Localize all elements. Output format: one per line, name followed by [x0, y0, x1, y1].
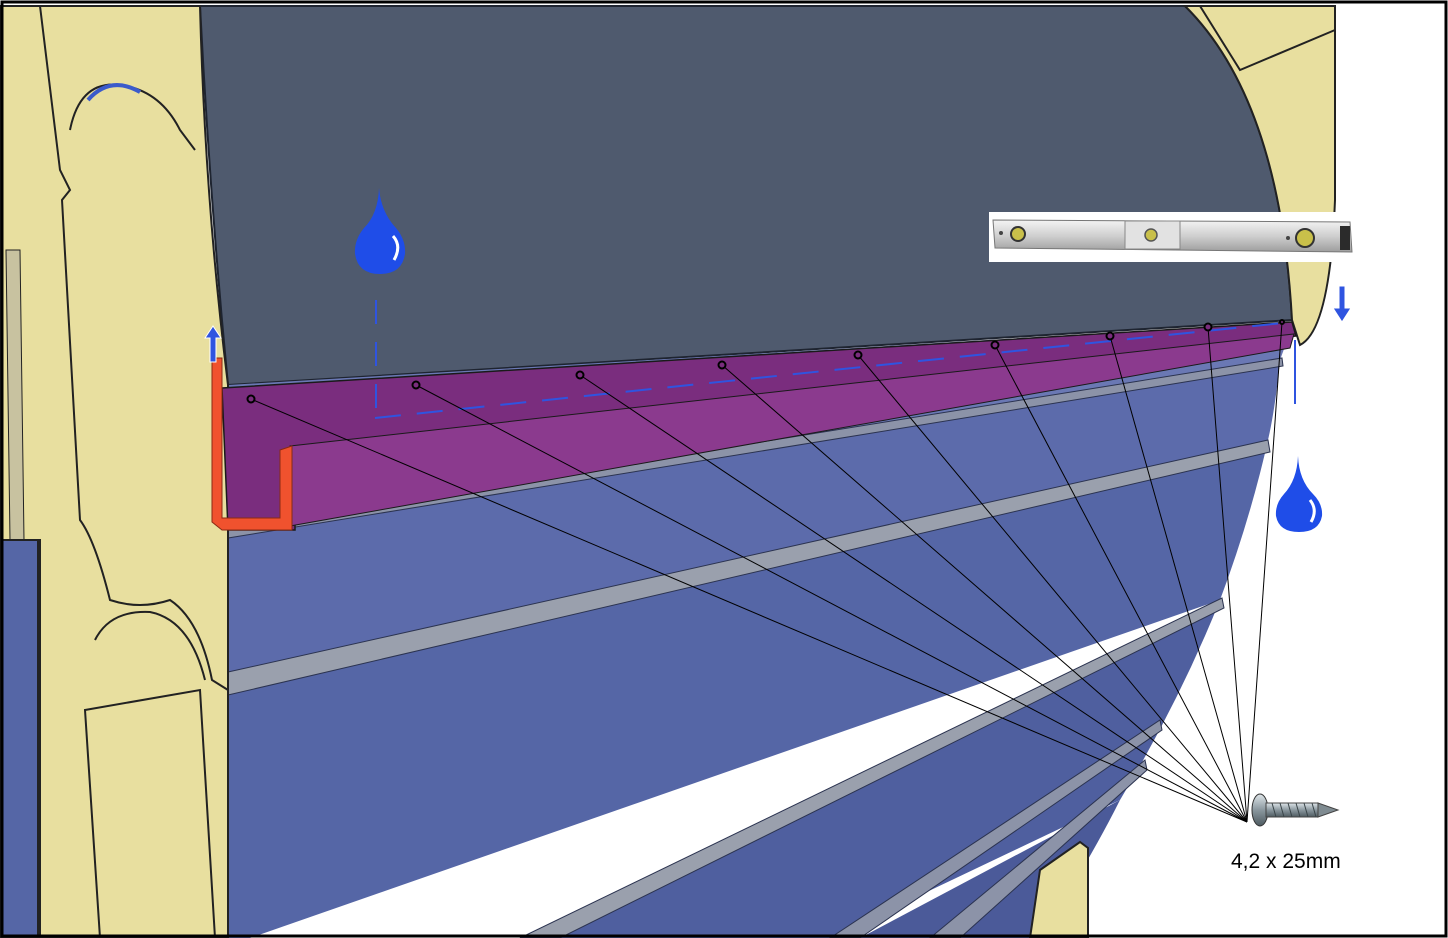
screw-hole — [411, 380, 421, 390]
screw-callout-line — [1246, 321, 1283, 823]
water-drop-icon — [1275, 456, 1323, 532]
screw-hole — [1279, 319, 1285, 325]
bottom-post — [1028, 840, 1089, 938]
spirit-level-icon — [989, 212, 1357, 262]
screw-callout-line — [250, 398, 1248, 823]
slat-edge-3 — [519, 597, 1225, 938]
screw-callout-line — [1109, 335, 1248, 823]
arrow-down-icon — [1332, 285, 1352, 323]
slat-panel-3 — [228, 440, 1268, 938]
right-frame-inner — [1199, 5, 1336, 72]
slat-edge-4 — [829, 719, 1163, 938]
left-frame-blue-edge — [0, 539, 39, 938]
left-frame-arch-blue — [86, 83, 141, 102]
arrow-up-icon — [204, 325, 222, 363]
screw-callout-line — [415, 384, 1248, 823]
screw-size-label: 4,2 x 25mm — [1231, 850, 1341, 873]
screw-hole — [1203, 322, 1213, 332]
screw-hole — [717, 360, 727, 370]
gutter-end-cap — [211, 357, 293, 531]
screw-callout-line — [721, 364, 1248, 823]
left-frame-lower-arch — [94, 610, 206, 681]
screw-hole — [853, 350, 863, 360]
screw-callout-line — [994, 344, 1248, 823]
screw-hole — [575, 370, 585, 380]
left-frame-inner-post — [83, 688, 217, 938]
screw-hole — [1105, 331, 1115, 341]
screw-callout-line — [579, 374, 1248, 823]
wall-surface — [198, 5, 1294, 387]
slat-edge-5 — [929, 759, 1148, 938]
screw-hole — [990, 340, 1000, 350]
screw-callout-line — [1207, 326, 1248, 823]
left-frame-profile — [39, 5, 229, 691]
slat-panel-2 — [228, 360, 1280, 672]
screw-callout-line — [857, 354, 1248, 823]
screw-hole — [246, 394, 256, 404]
screw-icon — [1251, 793, 1340, 827]
water-drop-icon — [354, 188, 406, 274]
screw-callout-lines — [246, 319, 1285, 823]
slope-guide-line — [374, 321, 1293, 419]
